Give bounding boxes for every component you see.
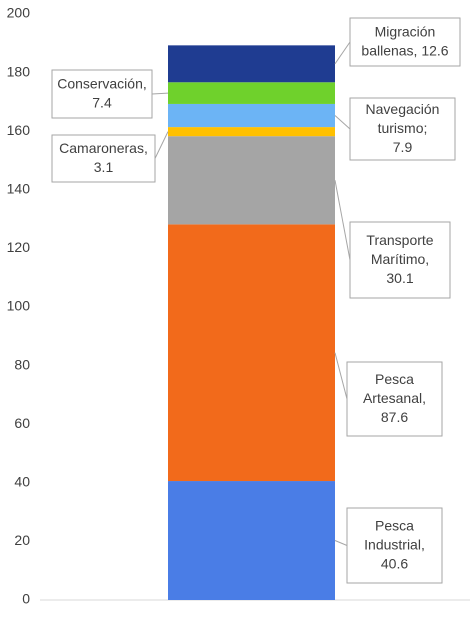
y-tick-label: 180: [7, 63, 31, 79]
callout-box: [346, 361, 443, 437]
y-tick-label: 120: [7, 239, 31, 255]
bar-segment: [168, 481, 335, 600]
leader-line: [334, 540, 348, 546]
callout-box: [51, 134, 156, 183]
data-label: Transporte Marítimo, 30.1: [366, 232, 433, 286]
leader-line: [334, 352, 348, 400]
leader-line: [334, 180, 351, 261]
bar-segment: [168, 103, 335, 128]
leader-line: [334, 115, 351, 130]
bar-segment: [168, 224, 335, 482]
bar-segment: [168, 45, 335, 83]
data-label: Migración ballenas, 12.6: [361, 23, 448, 58]
callout-box: [349, 221, 451, 299]
leader-line: [334, 41, 351, 65]
y-tick-label: 140: [7, 181, 31, 197]
data-label: Navegación turismo; 7.9: [366, 101, 440, 155]
y-tick-label: 100: [7, 298, 31, 314]
data-label: Pesca Artesanal, 87.6: [363, 371, 426, 425]
y-tick-label: 200: [7, 5, 31, 21]
y-tick-label: 160: [7, 122, 31, 138]
data-label: Pesca Industrial, 40.6: [364, 517, 425, 571]
y-tick-label: 0: [22, 591, 30, 607]
callout-box: [346, 507, 443, 584]
y-tick-label: 40: [14, 474, 30, 490]
y-tick-label: 80: [14, 356, 30, 372]
bar-segment: [168, 82, 335, 104]
y-tick-label: 60: [14, 415, 30, 431]
leader-line: [151, 92, 169, 95]
y-tick-label: 20: [14, 532, 30, 548]
bar-segment: [168, 127, 335, 137]
leader-line: [154, 131, 169, 159]
data-label: Conservación, 7.4: [57, 75, 147, 110]
callout-box: [349, 17, 461, 67]
data-label: Camaroneras, 3.1: [59, 140, 148, 175]
bar-segment: [168, 136, 335, 225]
callout-box: [51, 69, 153, 119]
callout-box: [349, 97, 456, 161]
